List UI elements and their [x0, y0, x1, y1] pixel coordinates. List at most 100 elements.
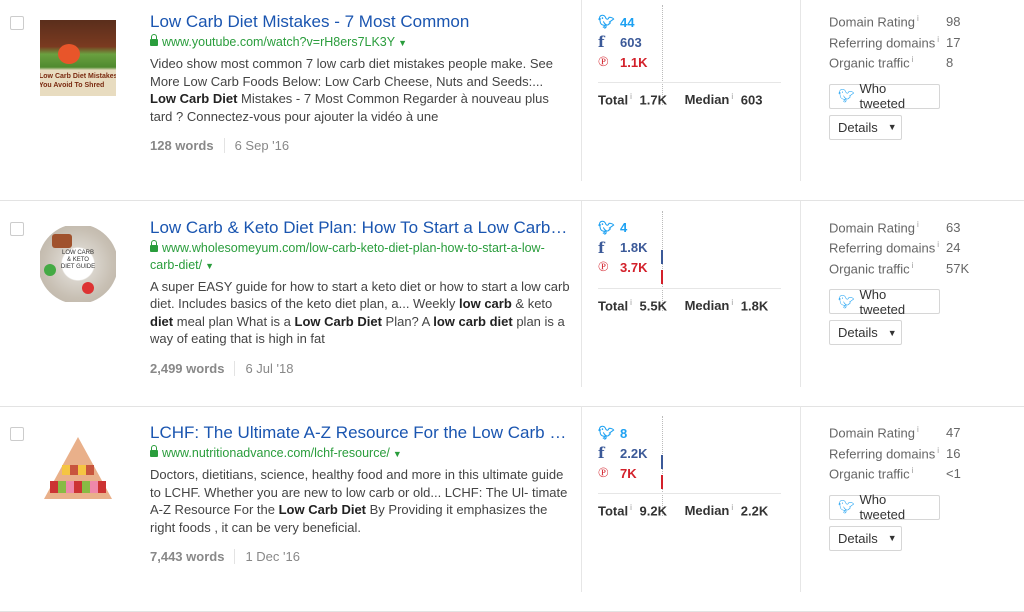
- who-tweeted-button[interactable]: 🐦︎ Who tweeted: [829, 287, 940, 317]
- result-row: Low Carb Diet Mistakes You Avoid To Shre…: [0, 0, 1024, 201]
- select-checkbox[interactable]: [10, 427, 24, 441]
- median-label: Median: [684, 503, 730, 519]
- median-label: Median: [684, 92, 730, 108]
- chevron-down-icon: ▼: [887, 122, 897, 132]
- info-icon[interactable]: i: [911, 466, 914, 475]
- pinterest-count: 3.7K: [620, 260, 648, 275]
- domain-rating-label: Domain Rating: [829, 14, 915, 30]
- info-icon[interactable]: i: [911, 55, 914, 64]
- referring-domains-value: 16: [946, 445, 961, 461]
- divider: [598, 287, 781, 289]
- referring-domains-value: 24: [946, 240, 961, 255]
- url-dropdown-caret-icon[interactable]: ▼: [205, 260, 215, 271]
- pinterest-count: 1.1K: [620, 54, 648, 70]
- info-icon[interactable]: i: [731, 297, 734, 307]
- details-dropdown-button[interactable]: Details ▼: [829, 320, 902, 345]
- referring-domains-label: Referring domains: [829, 445, 936, 461]
- pinterest-icon: ℗: [598, 259, 609, 275]
- url-text[interactable]: www.youtube.com/watch?v=rH8ers7LK3Y: [162, 35, 396, 49]
- organic-traffic-value: 57K: [946, 260, 970, 276]
- domain-metrics: Domain Rating i 47 Referring domains i 16 Or…: [829, 425, 961, 551]
- description-segment: By Providing it emphasizes the right foo…: [150, 502, 548, 535]
- info-icon[interactable]: i: [917, 219, 919, 229]
- details-dropdown-button[interactable]: Details ▼: [829, 525, 902, 551]
- result-title-link[interactable]: LCHF: The Ultimate A-Z Resource For the …: [150, 423, 570, 442]
- share-totals: Total i 9.2K Median i 2.2K: [598, 503, 768, 518]
- result-url[interactable]: www.wholesomeyum.com/low-carb-keto-diet-…: [150, 239, 570, 275]
- divider: [598, 82, 781, 83]
- select-checkbox[interactable]: [10, 221, 24, 236]
- facebook-count: 603: [620, 34, 642, 50]
- info-icon[interactable]: i: [911, 260, 914, 270]
- column-divider: [800, 0, 801, 181]
- info-icon[interactable]: i: [630, 92, 632, 101]
- result-content: LCHF: The Ultimate A-Z Resource For the …: [150, 422, 570, 564]
- thumbnail-image: LOW CARB & KETO DIET GUIDE: [40, 225, 116, 302]
- details-dropdown-button[interactable]: Details ▼: [829, 114, 902, 140]
- social-shares: 🐦︎ 4 f 1.8K ℗ 3.7K: [598, 218, 783, 278]
- info-icon[interactable]: i: [917, 14, 919, 23]
- description-segment: low carb: [459, 296, 512, 311]
- facebook-count: 2.2K: [620, 445, 648, 461]
- share-bar: [661, 249, 663, 264]
- result-meta: 128 words 6 Sep '16: [150, 138, 570, 153]
- details-label: Details: [838, 530, 878, 546]
- total-label: Total: [598, 92, 629, 108]
- description-segment: meal plan What is a: [173, 313, 295, 329]
- result-title-link[interactable]: Low Carb & Keto Diet Plan: How To Start …: [150, 217, 570, 237]
- description-segment: Doctors, dietitians, science, healthy fo…: [150, 467, 568, 517]
- info-icon[interactable]: i: [937, 445, 939, 455]
- url-dropdown-caret-icon[interactable]: ▼: [392, 449, 402, 459]
- word-count: 7,443 words: [150, 549, 236, 564]
- pinterest-icon: ℗: [598, 53, 609, 70]
- facebook-shares: f 2.2K: [598, 443, 783, 463]
- social-shares: 🐦︎ 44 f 603 ℗ 1.1K: [598, 12, 783, 72]
- url-dropdown-caret-icon[interactable]: ▼: [398, 38, 408, 48]
- who-tweeted-button[interactable]: 🐦︎ Who tweeted: [829, 492, 940, 522]
- publish-date: 6 Jul '18: [245, 360, 294, 376]
- twitter-count: 44: [620, 14, 635, 30]
- column-divider: [581, 406, 582, 592]
- info-icon[interactable]: i: [937, 240, 939, 249]
- info-icon[interactable]: i: [731, 92, 734, 101]
- result-url[interactable]: www.youtube.com/watch?v=rH8ers7LK3Y ▼: [150, 34, 570, 52]
- result-description: Doctors, dietitians, science, healthy fo…: [150, 466, 570, 536]
- description-segment: Low Carb Diet: [294, 313, 382, 329]
- chevron-down-icon: ▼: [887, 533, 897, 543]
- result-url[interactable]: www.nutritionadvance.com/lchf-resource/▼: [150, 445, 570, 463]
- organic-traffic-label: Organic traffic: [829, 466, 910, 482]
- info-icon[interactable]: i: [630, 503, 632, 512]
- social-shares: 🐦︎ 8 f 2.2K ℗ 7K: [598, 423, 783, 483]
- result-content: Low Carb & Keto Diet Plan: How To Start …: [150, 217, 570, 376]
- twitter-shares: 🐦︎ 44: [598, 12, 783, 32]
- referring-domains-value: 17: [946, 34, 961, 50]
- result-content: Low Carb Diet Mistakes - 7 Most Common w…: [150, 11, 570, 153]
- median-value: 2.2K: [740, 503, 769, 519]
- info-icon[interactable]: i: [630, 297, 632, 307]
- info-icon[interactable]: i: [731, 503, 734, 512]
- result-title-link[interactable]: Low Carb Diet Mistakes - 7 Most Common: [150, 12, 470, 31]
- median-value: 603: [740, 92, 763, 108]
- domain-rating-value: 98: [946, 14, 961, 29]
- description-segment: Plan? A: [381, 313, 434, 329]
- who-tweeted-button[interactable]: 🐦︎ Who tweeted: [829, 81, 940, 111]
- result-description: Video show most common 7 low carb diet m…: [150, 55, 570, 125]
- url-text[interactable]: www.wholesomeyum.com/low-carb-keto-diet-…: [150, 240, 545, 272]
- twitter-icon: 🐦︎: [838, 88, 855, 103]
- twitter-icon: 🐦︎: [598, 14, 615, 29]
- domain-rating-value: 63: [946, 219, 961, 235]
- description-segment: Low Carb Diet: [150, 91, 238, 106]
- total-value: 1.7K: [639, 92, 667, 108]
- details-label: Details: [838, 325, 878, 340]
- thumb-caption: LOW CARB & KETO DIET GUIDE: [60, 249, 96, 270]
- url-text[interactable]: www.nutritionadvance.com/lchf-resource/: [162, 446, 390, 460]
- description-segment: diet: [150, 313, 174, 329]
- result-row: LOW CARB & KETO DIET GUIDE Low Carb & Ke…: [0, 200, 1024, 407]
- organic-traffic-label: Organic traffic: [829, 260, 910, 276]
- info-icon[interactable]: i: [917, 425, 919, 434]
- median-line: [662, 5, 663, 105]
- lock-icon: [150, 34, 158, 46]
- lock-icon: [150, 239, 158, 252]
- info-icon[interactable]: i: [937, 34, 939, 44]
- select-checkbox[interactable]: [10, 16, 24, 30]
